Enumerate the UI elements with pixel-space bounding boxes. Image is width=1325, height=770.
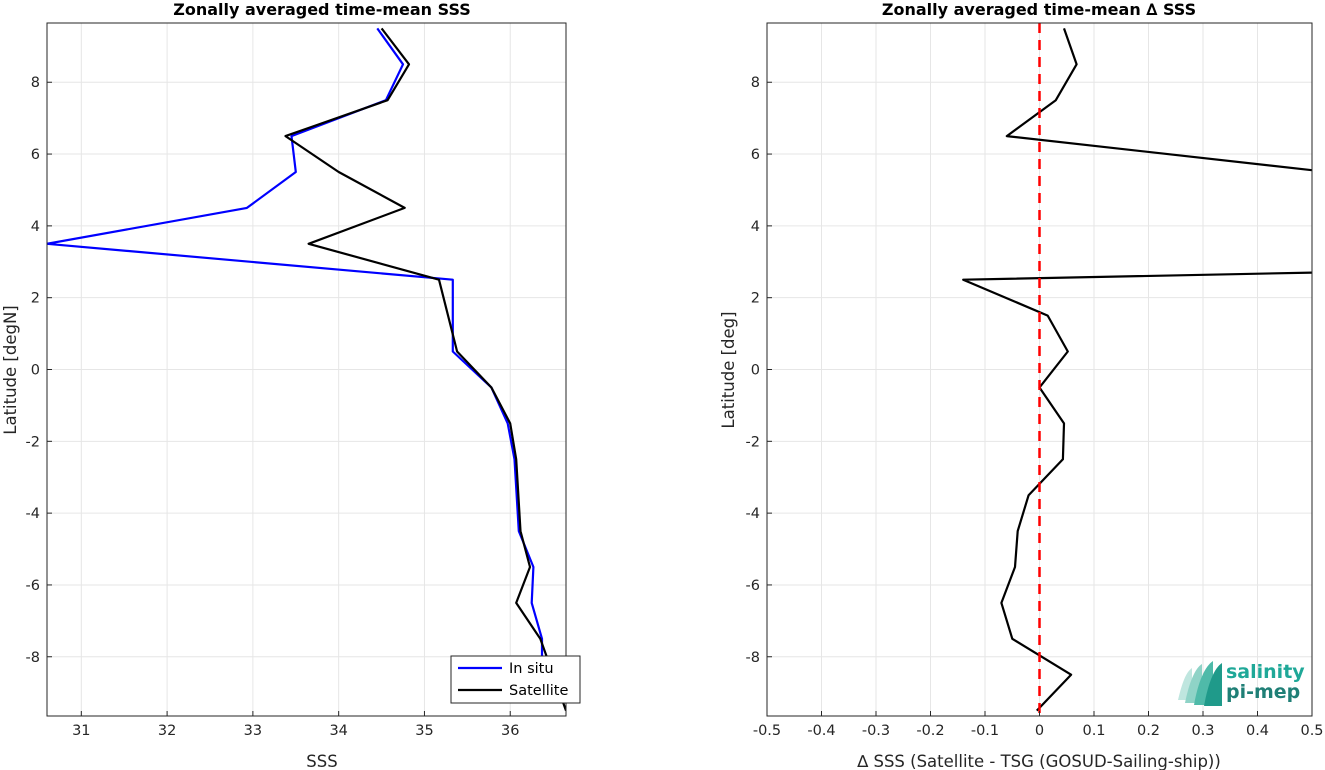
x-tick-label: 0.2 xyxy=(1137,723,1160,739)
y-tick-label: -6 xyxy=(746,578,760,594)
left-ticks: 31 32 33 34 35 36 8 6 4 2 0 -2 -4 -6 -8 xyxy=(26,75,520,739)
y-tick-label: 4 xyxy=(751,219,760,235)
series-line-delta-0 xyxy=(962,28,1312,712)
left-y-axis-label: Latitude [degN] xyxy=(1,305,20,434)
x-tick-label: 35 xyxy=(415,723,433,739)
y-tick-label: 8 xyxy=(751,75,760,91)
x-tick-label: 0.4 xyxy=(1246,723,1269,739)
right-panel: -0.5 -0.4 -0.3 -0.2 -0.1 0 0.1 0.2 0.3 0.4 0.5 8 6 4 2… xyxy=(719,0,1324,770)
x-tick-label: 36 xyxy=(501,723,519,739)
left-chart-title: Zonally averaged time-mean SSS xyxy=(173,0,471,19)
y-tick-label: -8 xyxy=(746,650,760,666)
x-tick-label: 32 xyxy=(158,723,176,739)
y-tick-label: 6 xyxy=(751,147,760,163)
y-tick-label: -4 xyxy=(746,506,760,522)
series-line-satellite xyxy=(284,27,566,711)
y-tick-label: 0 xyxy=(751,363,760,379)
x-tick-label: -0.4 xyxy=(807,723,835,739)
right-chart-title: Zonally averaged time-mean ∆ SSS xyxy=(882,0,1196,19)
left-grid xyxy=(47,23,566,716)
y-tick-label: -4 xyxy=(26,506,40,522)
x-tick-label: -0.3 xyxy=(862,723,890,739)
left-panel: 31 32 33 34 35 36 8 6 4 2 0 -2 -4 -6 -8 Zonally averag… xyxy=(1,0,581,770)
y-tick-label: -2 xyxy=(746,434,760,450)
x-tick-label: 0.5 xyxy=(1300,723,1323,739)
right-series xyxy=(962,23,1312,716)
y-tick-label: 6 xyxy=(31,147,40,163)
legend-label-satellite: Satellite xyxy=(509,683,568,699)
y-tick-label: -8 xyxy=(26,650,40,666)
legend-label-in-situ: In situ xyxy=(509,661,554,677)
y-tick-label: 2 xyxy=(31,291,40,307)
y-tick-label: 0 xyxy=(31,363,40,379)
x-tick-label: 0 xyxy=(1035,723,1044,739)
x-tick-label: -0.1 xyxy=(971,723,999,739)
x-tick-label: 33 xyxy=(244,723,262,739)
x-tick-label: -0.2 xyxy=(916,723,944,739)
x-tick-label: 0.1 xyxy=(1082,723,1105,739)
salinity-pi-mep-logo: salinity pi-mep xyxy=(1178,661,1305,706)
right-y-axis-label: Latitude [deg] xyxy=(719,311,738,428)
y-tick-label: -2 xyxy=(26,434,40,450)
series-line-in-situ xyxy=(47,27,544,675)
left-series xyxy=(47,27,566,711)
y-tick-label: -6 xyxy=(26,578,40,594)
x-tick-label: 31 xyxy=(72,723,90,739)
y-tick-label: 2 xyxy=(751,291,760,307)
x-tick-label: 34 xyxy=(329,723,347,739)
x-tick-label: -0.5 xyxy=(753,723,781,739)
right-ticks: -0.5 -0.4 -0.3 -0.2 -0.1 0 0.1 0.2 0.3 0.4 0.5 8 6 4 2… xyxy=(746,75,1324,739)
legend: In situ Satellite xyxy=(450,655,581,704)
y-tick-label: 4 xyxy=(31,219,40,235)
left-x-axis-label: SSS xyxy=(306,752,337,770)
logo-line-2: pi-mep xyxy=(1226,681,1300,703)
logo-line-1: salinity xyxy=(1226,661,1305,683)
x-tick-label: 0.3 xyxy=(1191,723,1214,739)
legend-box xyxy=(450,655,581,704)
right-x-axis-label: ∆ SSS (Satellite - TSG (GOSUD-Sailing-sh… xyxy=(856,752,1221,770)
y-tick-label: 8 xyxy=(31,75,40,91)
logo-wave-icon xyxy=(1178,661,1222,706)
